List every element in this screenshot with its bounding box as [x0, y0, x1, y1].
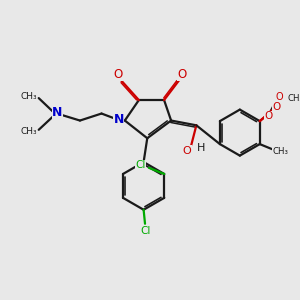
Text: Cl: Cl: [135, 160, 146, 170]
Text: N: N: [113, 113, 124, 127]
Text: CH₃: CH₃: [287, 94, 300, 103]
Text: O: O: [276, 92, 283, 102]
Text: CH₃: CH₃: [21, 92, 37, 101]
Text: H: H: [197, 143, 205, 153]
Text: CH₃: CH₃: [21, 127, 37, 136]
Text: Cl: Cl: [140, 226, 151, 236]
Text: O: O: [264, 111, 272, 121]
Text: CH₃: CH₃: [272, 147, 289, 156]
Text: O: O: [114, 68, 123, 81]
Text: O: O: [272, 101, 281, 112]
Text: O: O: [183, 146, 191, 156]
Text: N: N: [52, 106, 63, 119]
Text: O: O: [177, 68, 186, 81]
